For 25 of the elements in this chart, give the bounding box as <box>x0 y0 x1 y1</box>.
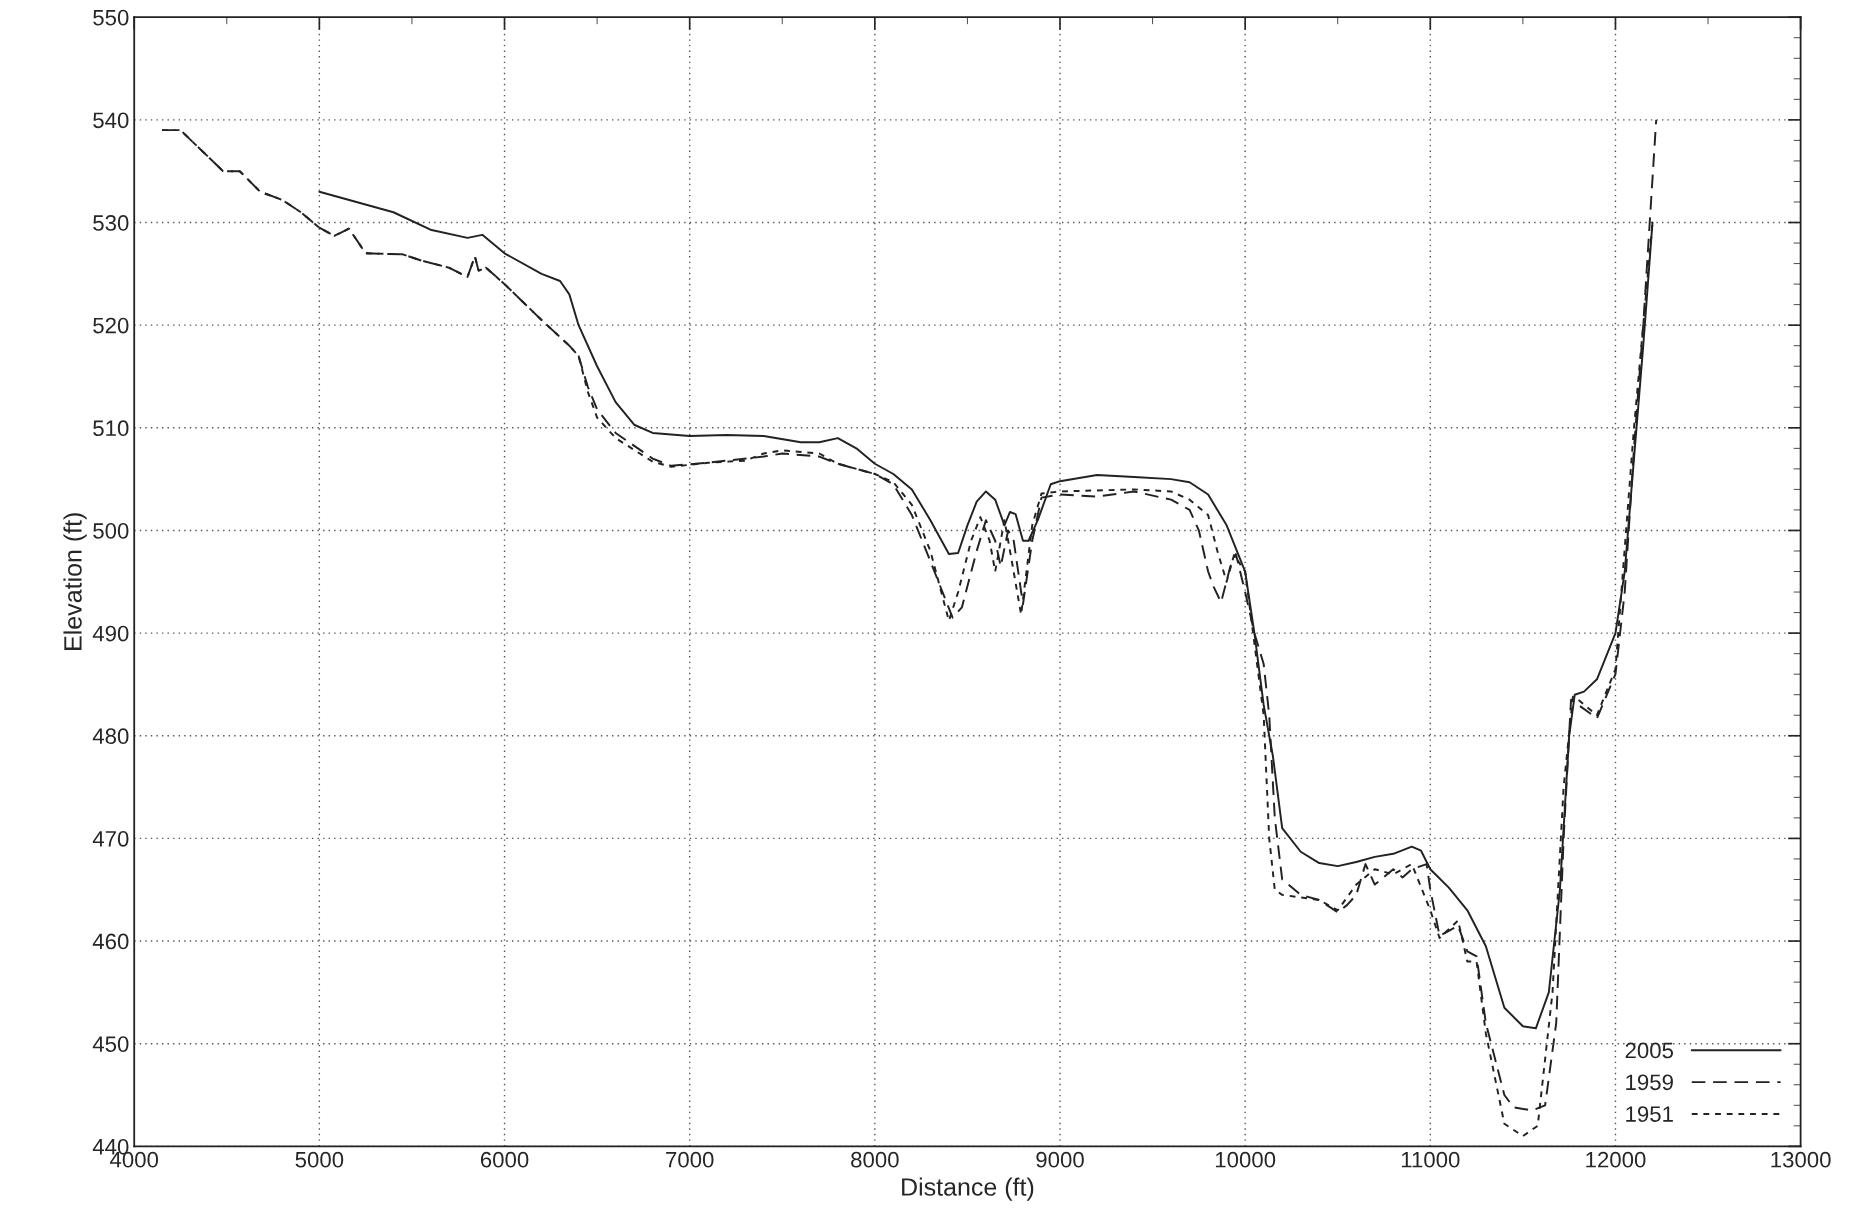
legend-label: 1959 <box>1626 1074 1673 1091</box>
x-axis-title: Distance (ft) <box>902 1177 1034 1201</box>
y-tick-label: 470 <box>92 830 129 847</box>
y-tick-label: 460 <box>92 933 129 950</box>
x-tick-label: 8000 <box>851 1151 899 1168</box>
x-tick-label: 10000 <box>1215 1151 1276 1168</box>
x-tick-label: 9000 <box>1036 1151 1084 1168</box>
x-tick-label: 12000 <box>1586 1151 1646 1168</box>
x-tick-label: 11000 <box>1401 1151 1460 1168</box>
y-tick-label: 510 <box>93 420 129 437</box>
y-tick-label: 540 <box>93 112 129 129</box>
x-tick-label: 5000 <box>295 1151 344 1168</box>
y-tick-label: 520 <box>93 317 129 334</box>
x-tick-label: 6000 <box>480 1151 529 1168</box>
legend-label: 2005 <box>1625 1042 1674 1059</box>
y-tick-label: 530 <box>93 215 129 231</box>
x-tick-label: 7000 <box>666 1151 714 1168</box>
legend-label: 1951 <box>1626 1106 1673 1122</box>
y-axis-title: Elevation (ft) <box>63 513 87 650</box>
x-tick-label: 13000 <box>1771 1151 1831 1168</box>
y-tick-label: 450 <box>92 1036 129 1052</box>
y-tick-label: 550 <box>93 9 129 26</box>
y-tick-label: 490 <box>92 625 129 642</box>
y-tick-label: 500 <box>93 523 129 539</box>
y-tick-label: 480 <box>92 728 129 745</box>
